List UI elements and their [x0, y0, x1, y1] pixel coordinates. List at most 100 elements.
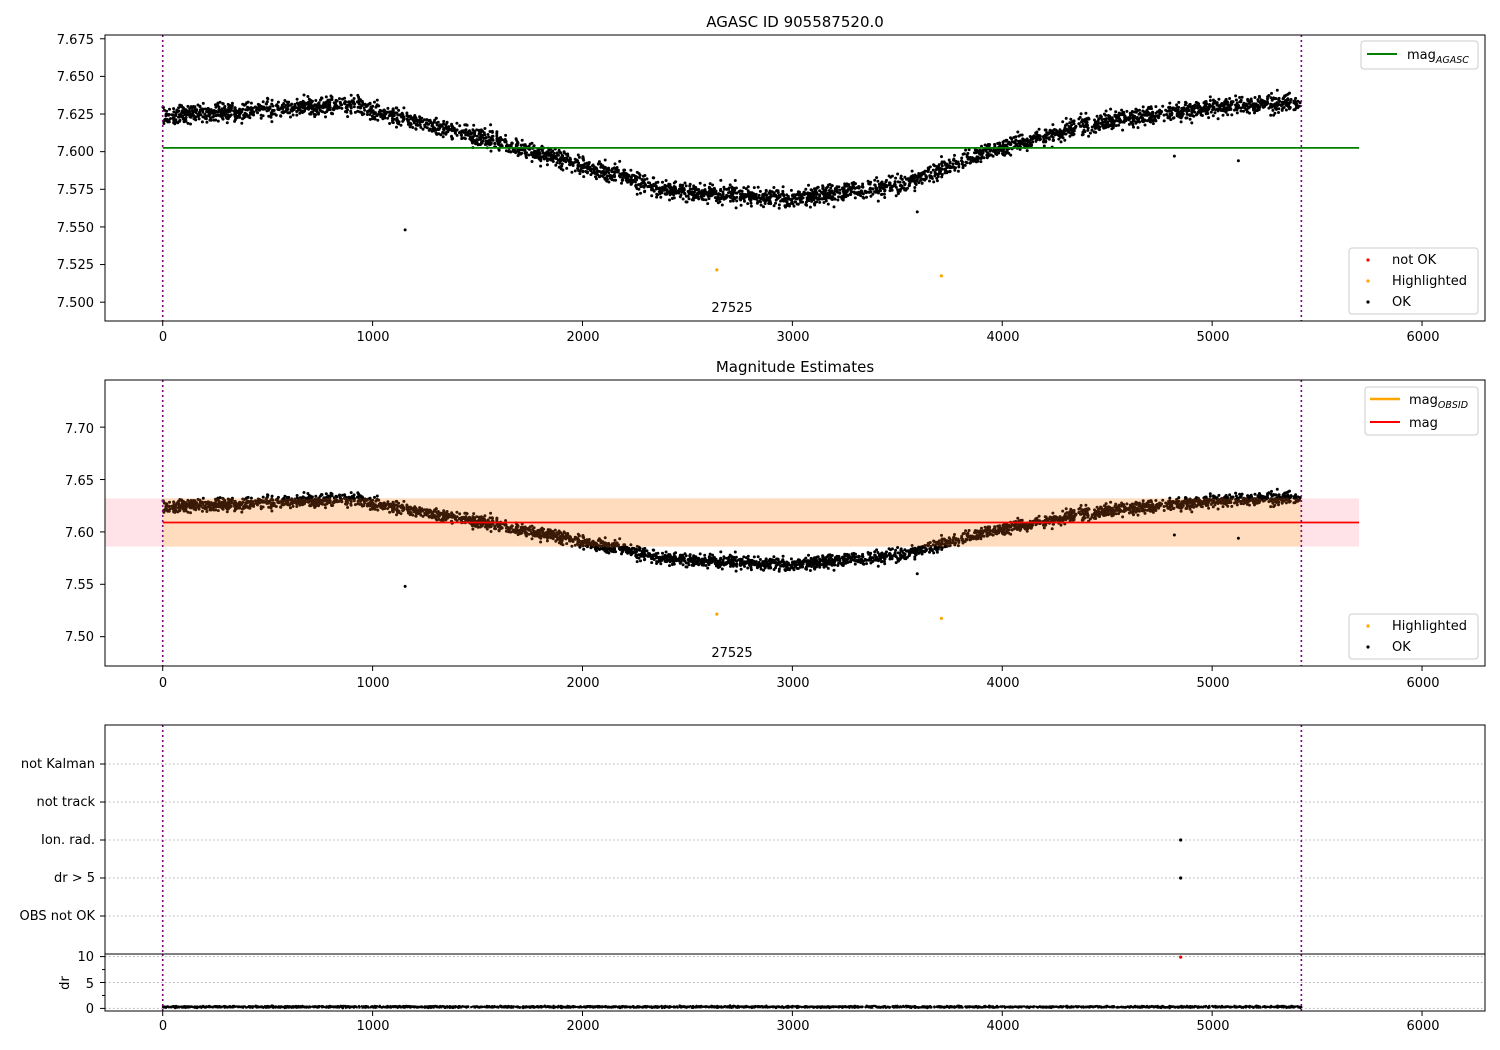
data-point: [578, 172, 582, 176]
data-point: [664, 179, 668, 182]
data-point: [618, 537, 622, 541]
data-point: [907, 182, 911, 186]
data-point: [683, 181, 687, 185]
data-point: [825, 194, 829, 198]
data-point: [1106, 122, 1110, 125]
data-point: [193, 105, 197, 109]
data-point: [324, 506, 327, 510]
data-point: [491, 134, 495, 138]
data-point: [316, 102, 320, 106]
data-point: [744, 187, 748, 191]
data-point: [1176, 108, 1180, 112]
data-point: [761, 193, 765, 197]
data-point: [355, 100, 359, 104]
data-point: [623, 172, 627, 176]
data-point: [230, 104, 234, 108]
data-point: [1055, 129, 1059, 133]
data-point: [1208, 95, 1212, 99]
data-point: [221, 117, 225, 121]
data-point: [187, 113, 191, 117]
data-point: [1213, 111, 1217, 115]
data-point: [804, 187, 808, 191]
data-point: [1078, 124, 1082, 128]
data-point: [555, 538, 559, 542]
data-point: [365, 104, 369, 108]
data-point: [274, 113, 278, 117]
data-point: [1188, 117, 1192, 121]
data-point: [1088, 131, 1092, 135]
data-point: [299, 109, 303, 113]
data-point: [690, 198, 694, 202]
data-point: [716, 195, 720, 199]
data-point: [1080, 133, 1084, 137]
data-point: [577, 155, 581, 159]
data-point: [1224, 97, 1228, 101]
data-point: [759, 200, 762, 204]
data-point: [740, 189, 744, 193]
data-point: [442, 128, 446, 132]
data-point: [1010, 140, 1014, 144]
data-point: [882, 192, 886, 196]
data-point: [1190, 510, 1194, 514]
data-point: [287, 100, 291, 104]
data-point: [1019, 142, 1023, 146]
data-point: [940, 160, 944, 164]
data-point: [652, 182, 656, 186]
data-point: [1247, 106, 1251, 110]
data-point: [1072, 129, 1076, 133]
data-point: [880, 180, 884, 184]
data-point: [405, 111, 409, 115]
data-point: [1143, 123, 1147, 127]
data-point: [1002, 139, 1006, 143]
data-point: [558, 161, 562, 165]
data-point: [598, 175, 602, 179]
data-point: [865, 562, 868, 566]
data-point: [349, 109, 353, 113]
data-point: [650, 561, 654, 565]
data-point: [591, 164, 594, 168]
data-point: [596, 169, 600, 173]
data-point: [472, 512, 476, 516]
data-point: [868, 187, 872, 191]
data-point: [437, 124, 441, 128]
data-point: [998, 141, 1001, 145]
data-point: [197, 117, 201, 121]
data-point: [230, 101, 234, 105]
data-point: [1181, 112, 1185, 116]
data-point: [172, 110, 176, 114]
data-point: [189, 511, 192, 515]
data-point: [307, 97, 311, 101]
data-point: [516, 140, 520, 144]
data-point: [732, 196, 736, 200]
data-point: [964, 148, 968, 152]
data-point: [489, 511, 493, 515]
data-point: [1175, 114, 1179, 118]
data-point: [352, 100, 355, 103]
data-point: [635, 170, 639, 174]
data-point: [1084, 111, 1088, 115]
data-point: [368, 109, 372, 113]
data-point: [940, 155, 943, 159]
data-point: [489, 141, 493, 145]
data-point: [332, 106, 336, 110]
data-point: [718, 200, 722, 204]
data-point: [612, 170, 616, 174]
data-point: [1109, 107, 1113, 111]
data-point: [876, 564, 880, 568]
data-point: [719, 197, 723, 201]
data-point: [722, 197, 726, 201]
data-point: [165, 109, 169, 113]
data-point: [1275, 487, 1279, 491]
x-tick-label: 3000: [776, 330, 809, 345]
data-point: [419, 125, 423, 129]
data-point: [509, 150, 513, 154]
data-point: [932, 180, 936, 184]
data-point: [203, 112, 207, 116]
data-point: [328, 106, 332, 110]
data-point: [914, 183, 918, 186]
data-point: [486, 133, 490, 136]
data-point: [546, 157, 550, 161]
data-point: [680, 184, 684, 188]
data-point: [279, 114, 283, 118]
data-point: [491, 138, 495, 142]
